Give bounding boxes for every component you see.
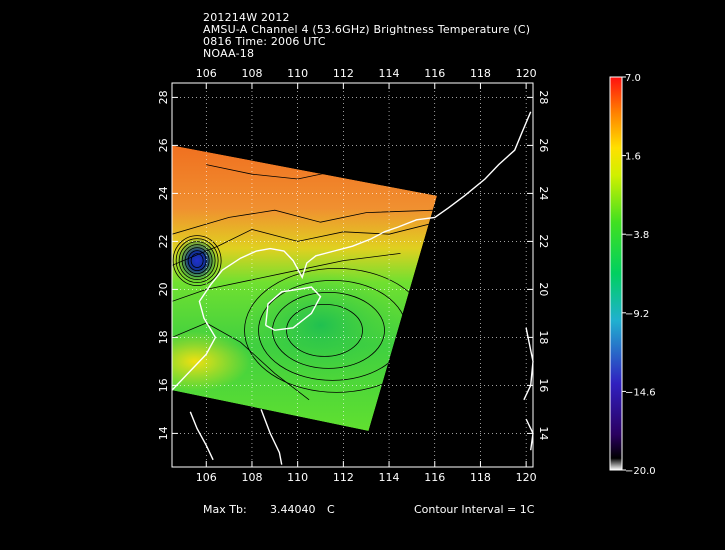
contour-cold-core (187, 250, 207, 272)
max-tb-label: Max Tb: (203, 503, 247, 516)
x-tick-label-top: 106 (196, 67, 217, 80)
x-tick-label-top: 120 (516, 67, 537, 80)
x-tick-label-bottom: 120 (516, 471, 537, 484)
x-tick-label-bottom: 114 (379, 471, 400, 484)
y-tick-label-left: 26 (157, 138, 170, 152)
colorbar-tick-label: −9.2 (625, 309, 649, 320)
contour-cold-core (184, 247, 210, 275)
x-tick-label-bottom: 116 (424, 471, 445, 484)
coastline-segment (525, 418, 534, 451)
contour-cold-core (175, 238, 219, 284)
coastline-segment (189, 411, 214, 461)
x-tick-label-top: 116 (424, 67, 445, 80)
coastline-segment (260, 409, 283, 465)
y-tick-label-left: 22 (157, 234, 170, 248)
axis-tick-labels: 106 106 108 108 110 110 112 112 114 114 116 116 118 1… (157, 67, 550, 484)
coastline-segment (265, 286, 322, 331)
coastline-segment (523, 327, 534, 401)
y-tick-label-right: 22 (537, 234, 550, 248)
coastline-segment (171, 111, 532, 391)
x-tick-label-bottom: 118 (470, 471, 491, 484)
title-line-channel: AMSU-A Channel 4 (53.6GHz) Brightness Te… (203, 23, 531, 36)
y-tick-label-right: 24 (537, 186, 550, 200)
contour-interval: Contour Interval = 1C (414, 503, 535, 516)
title-line-time: 0816 Time: 2006 UTC (203, 35, 326, 48)
brightness-temperature-swath (172, 145, 437, 431)
contour-band (172, 322, 310, 401)
y-tick-label-left: 18 (157, 330, 170, 344)
contour-cold-core (172, 235, 222, 287)
x-tick-label-bottom: 106 (196, 471, 217, 484)
x-tick-label-top: 114 (379, 67, 400, 80)
contour-south (272, 291, 385, 369)
contour-cold-core (178, 241, 216, 281)
max-tb-unit: C (327, 503, 335, 516)
colorbar (609, 76, 623, 471)
colorbar-tick-label: −20.0 (625, 466, 656, 477)
contour-cold-core (181, 244, 213, 278)
cold-core (175, 236, 220, 285)
contour-band (172, 221, 437, 266)
title-line-satellite: NOAA-18 (203, 47, 255, 60)
colorbar-tick-label: 1.6 (625, 152, 641, 163)
x-tick-label-bottom: 112 (333, 471, 354, 484)
axis-ticks (172, 83, 533, 467)
contour-band (172, 253, 401, 302)
title-line-storm: 201214W 2012 (203, 11, 290, 24)
x-tick-label-top: 108 (241, 67, 262, 80)
y-tick-label-right: 28 (537, 90, 550, 104)
y-tick-label-right: 14 (537, 426, 550, 440)
contour-cold-core (190, 253, 204, 269)
colorbar-tick-label: 7.0 (625, 73, 641, 84)
colorbar-tick-label: −3.8 (625, 230, 649, 241)
y-tick-label-left: 20 (157, 282, 170, 296)
max-tb-value: 3.44040 (270, 503, 316, 516)
map-frame (171, 82, 534, 468)
colorbar-tick-label: −14.6 (625, 387, 656, 398)
contour-south (286, 303, 363, 357)
y-tick-label-right: 18 (537, 330, 550, 344)
y-tick-label-right: 26 (537, 138, 550, 152)
y-tick-label-left: 24 (157, 186, 170, 200)
colorbar-ticks: 7.0 1.6 −3.8 −9.2 −14.6 −20.0 (622, 73, 656, 477)
green-cool-region (240, 270, 401, 381)
x-tick-label-top: 112 (333, 67, 354, 80)
y-tick-label-left: 14 (157, 426, 170, 440)
y-tick-label-left: 16 (157, 378, 170, 392)
y-tick-label-left: 28 (157, 90, 170, 104)
y-tick-label-right: 16 (537, 378, 550, 392)
x-tick-label-bottom: 110 (287, 471, 308, 484)
x-tick-label-top: 118 (470, 67, 491, 80)
contour-band (172, 209, 435, 235)
x-tick-label-bottom: 108 (241, 471, 262, 484)
southwest-warm-region (172, 331, 250, 392)
lat-lon-grid (172, 83, 533, 467)
x-tick-label-top: 110 (287, 67, 308, 80)
y-tick-label-right: 20 (537, 282, 550, 296)
